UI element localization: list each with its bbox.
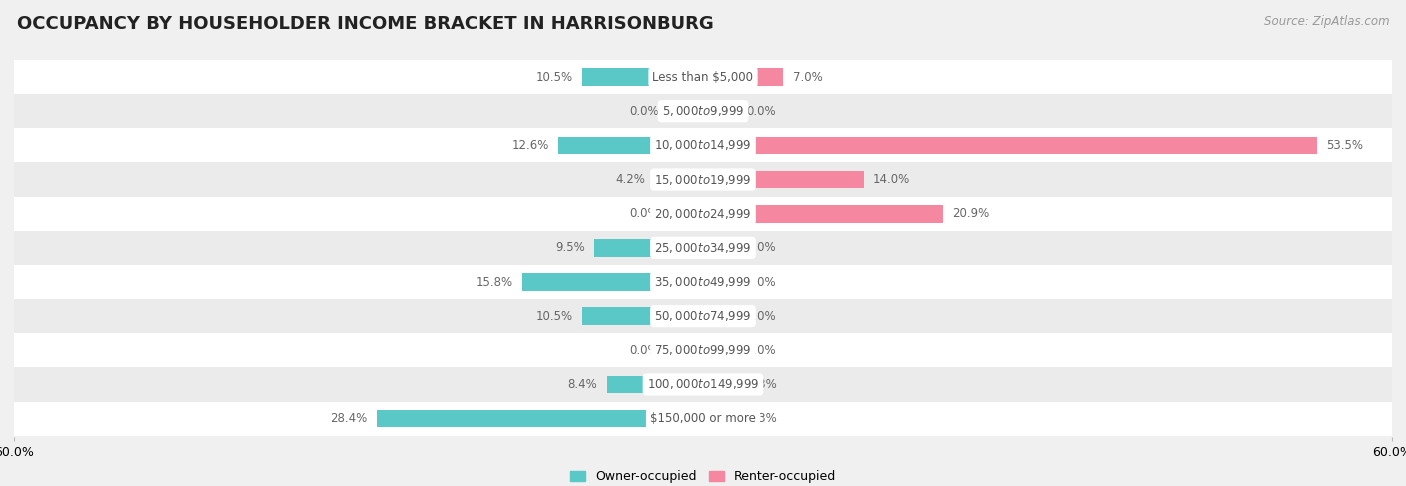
Bar — [703, 205, 943, 223]
Text: 4.2%: 4.2% — [616, 173, 645, 186]
Bar — [593, 239, 703, 257]
Text: $20,000 to $24,999: $20,000 to $24,999 — [654, 207, 752, 221]
Bar — [703, 239, 738, 257]
Text: $10,000 to $14,999: $10,000 to $14,999 — [654, 139, 752, 153]
Text: 10.5%: 10.5% — [536, 310, 574, 323]
Bar — [703, 171, 863, 189]
Bar — [703, 410, 738, 428]
Bar — [655, 171, 703, 189]
Text: 0.0%: 0.0% — [747, 276, 776, 289]
Bar — [669, 205, 703, 223]
Bar — [14, 367, 1392, 401]
Text: 15.8%: 15.8% — [475, 276, 512, 289]
Text: $75,000 to $99,999: $75,000 to $99,999 — [654, 343, 752, 357]
Text: 28.4%: 28.4% — [330, 412, 368, 425]
Text: 0.0%: 0.0% — [630, 344, 659, 357]
Text: $150,000 or more: $150,000 or more — [650, 412, 756, 425]
Bar — [606, 376, 703, 393]
Bar — [14, 299, 1392, 333]
Text: 10.5%: 10.5% — [536, 70, 574, 84]
Bar — [14, 197, 1392, 231]
Bar — [14, 265, 1392, 299]
Text: 0.0%: 0.0% — [747, 105, 776, 118]
Bar — [703, 103, 738, 120]
Text: 53.5%: 53.5% — [1326, 139, 1364, 152]
Bar — [522, 273, 703, 291]
Bar — [14, 128, 1392, 162]
Bar — [703, 273, 738, 291]
Text: Source: ZipAtlas.com: Source: ZipAtlas.com — [1264, 15, 1389, 28]
Text: 0.0%: 0.0% — [630, 207, 659, 220]
Legend: Owner-occupied, Renter-occupied: Owner-occupied, Renter-occupied — [565, 465, 841, 486]
Text: 0.0%: 0.0% — [747, 310, 776, 323]
Bar — [703, 342, 738, 359]
Text: $35,000 to $49,999: $35,000 to $49,999 — [654, 275, 752, 289]
Text: 2.3%: 2.3% — [747, 378, 776, 391]
Text: 0.0%: 0.0% — [630, 105, 659, 118]
Text: 8.4%: 8.4% — [568, 378, 598, 391]
Bar — [703, 307, 738, 325]
Bar — [377, 410, 703, 428]
Text: $50,000 to $74,999: $50,000 to $74,999 — [654, 309, 752, 323]
Text: 9.5%: 9.5% — [555, 242, 585, 254]
Bar — [703, 68, 783, 86]
Text: $15,000 to $19,999: $15,000 to $19,999 — [654, 173, 752, 187]
Text: 0.0%: 0.0% — [747, 344, 776, 357]
Bar — [14, 94, 1392, 128]
Bar — [669, 103, 703, 120]
Bar — [558, 137, 703, 154]
Text: OCCUPANCY BY HOUSEHOLDER INCOME BRACKET IN HARRISONBURG: OCCUPANCY BY HOUSEHOLDER INCOME BRACKET … — [17, 15, 714, 33]
Text: 0.0%: 0.0% — [747, 242, 776, 254]
Bar — [669, 342, 703, 359]
Text: Less than $5,000: Less than $5,000 — [652, 70, 754, 84]
Text: 7.0%: 7.0% — [793, 70, 823, 84]
Bar — [14, 162, 1392, 197]
Text: $100,000 to $149,999: $100,000 to $149,999 — [647, 378, 759, 391]
Bar — [582, 307, 703, 325]
Text: 20.9%: 20.9% — [952, 207, 990, 220]
Bar — [703, 376, 738, 393]
Text: $25,000 to $34,999: $25,000 to $34,999 — [654, 241, 752, 255]
Bar — [582, 68, 703, 86]
Bar — [14, 60, 1392, 94]
Text: 12.6%: 12.6% — [512, 139, 550, 152]
Text: 14.0%: 14.0% — [873, 173, 910, 186]
Text: $5,000 to $9,999: $5,000 to $9,999 — [662, 104, 744, 118]
Bar — [14, 333, 1392, 367]
Bar — [14, 401, 1392, 435]
Bar — [14, 231, 1392, 265]
Text: 2.3%: 2.3% — [747, 412, 776, 425]
Bar — [703, 137, 1317, 154]
